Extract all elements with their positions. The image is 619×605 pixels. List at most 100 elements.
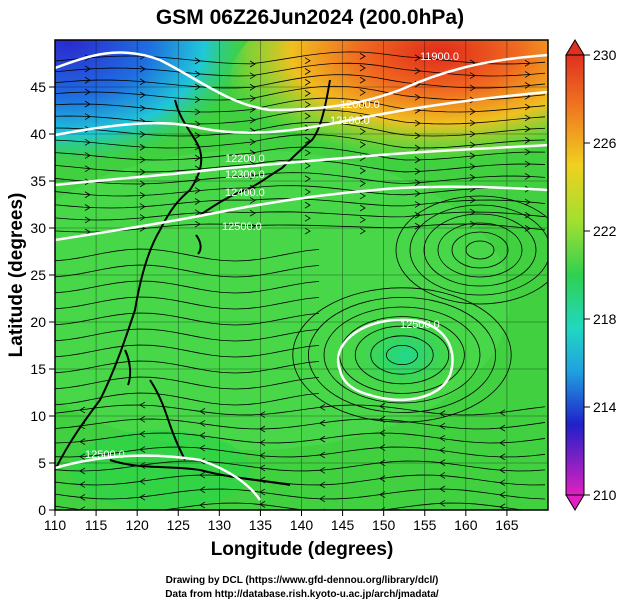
- wind-arrow: [199, 408, 206, 415]
- x-tick-label: 165: [495, 517, 519, 533]
- chart-title: GSM 06Z26Jun2024 (200.0hPa): [156, 6, 464, 29]
- streamline: [55, 211, 546, 221]
- wind-arrow: [414, 156, 421, 164]
- wind-arrow: [139, 401, 146, 409]
- wind-arrow: [379, 491, 386, 498]
- wind-arrow: [499, 479, 506, 487]
- wind-arrow: [359, 192, 366, 200]
- wind-arrow: [499, 424, 506, 432]
- colorbar: 230 226 222 218 214 210: [565, 39, 617, 511]
- y-tick-label: 15: [30, 361, 46, 377]
- wind-arrow: [469, 174, 476, 181]
- colorbar-tick-label: 214: [593, 399, 617, 415]
- wind-arrow: [304, 201, 311, 209]
- wind-arrow: [194, 154, 201, 162]
- wind-arrow: [524, 173, 531, 180]
- wind-arrow: [194, 70, 201, 78]
- x-tick-label: 135: [249, 517, 273, 533]
- streamline: [409, 204, 548, 296]
- wind-arrow: [194, 198, 201, 205]
- wind-arrow: [84, 152, 91, 159]
- wind-arrow: [139, 143, 146, 151]
- x-tick-label: 160: [454, 517, 478, 533]
- wind-arrow: [304, 227, 311, 235]
- wind-arrow: [414, 190, 421, 197]
- wind-arrow: [439, 459, 446, 466]
- streamline: [55, 159, 546, 173]
- x-tick-label: 145: [331, 517, 355, 533]
- streamline: [55, 109, 546, 125]
- wind-arrow: [499, 409, 506, 417]
- streamline: [55, 280, 320, 294]
- wind-arrow: [259, 464, 266, 472]
- wind-arrow: [359, 64, 366, 72]
- streamline: [451, 231, 509, 269]
- y-tick-label: 45: [30, 79, 46, 95]
- streamline: [55, 344, 320, 358]
- x-tick-label: 125: [167, 517, 191, 533]
- wind-arrow: [139, 203, 146, 210]
- y-tick-label: 20: [30, 314, 46, 330]
- streamline: [354, 325, 450, 385]
- wind-arrow: [499, 491, 506, 499]
- wind-arrow: [524, 125, 531, 133]
- wind-arrow: [439, 472, 446, 479]
- wind-arrow: [139, 214, 146, 221]
- wind-arrow: [414, 54, 421, 62]
- wind-arrow: [304, 57, 311, 65]
- wind-arrow: [194, 57, 201, 65]
- wind-arrow: [319, 435, 326, 443]
- wind-arrow: [359, 101, 366, 109]
- wind-arrow: [414, 93, 421, 101]
- y-tick-label: 5: [38, 455, 46, 471]
- wind-arrow: [79, 438, 86, 445]
- temperature-field: [55, 40, 548, 510]
- contour-labels: 11900.0 12000.0 12100.0 12200.0 12300.0 …: [85, 51, 459, 461]
- wind-arrow: [84, 113, 91, 120]
- wind-arrow: [259, 425, 266, 433]
- y-tick-label: 25: [30, 267, 46, 283]
- contour-label: 12100.0: [330, 115, 370, 127]
- wind-arrow: [139, 478, 146, 485]
- wind-arrow: [249, 60, 256, 68]
- wind-arrow: [79, 494, 86, 501]
- wind-arrow: [84, 165, 91, 173]
- wind-arrow: [414, 67, 421, 75]
- wind-arrow: [304, 79, 311, 86]
- streamline: [55, 404, 546, 416]
- y-tick-label: 0: [38, 502, 46, 518]
- wind-arrow: [439, 485, 446, 493]
- streamline: [55, 328, 320, 342]
- wind-arrow: [199, 432, 206, 439]
- streamline: [437, 222, 523, 278]
- wind-arrow: [524, 71, 531, 78]
- wind-arrow: [379, 475, 386, 482]
- wind-arrow: [469, 220, 476, 228]
- wind-arrow: [249, 83, 256, 91]
- wind-arrow: [139, 168, 146, 176]
- wind-arrow: [359, 204, 366, 212]
- colorbar-top-arrow: [565, 39, 585, 56]
- y-axis-ticks: 0 5 10 15 20 25 30 35 40 45: [30, 79, 55, 518]
- wind-arrow: [499, 439, 506, 447]
- wind-arrow: [199, 501, 206, 509]
- streamline: [55, 97, 546, 113]
- wind-arrow: [469, 141, 476, 149]
- wind-arrow: [319, 481, 326, 489]
- streamline: [55, 146, 546, 161]
- wind-arrow: [359, 141, 366, 148]
- wind-arrow: [499, 503, 506, 510]
- streamline: [55, 185, 546, 197]
- x-tick-label: 140: [290, 517, 314, 533]
- x-tick-label: 150: [372, 517, 396, 533]
- wind-arrow: [199, 444, 206, 452]
- wind-arrow: [499, 453, 506, 461]
- wind-arrow: [84, 65, 91, 73]
- streamline: [292, 287, 512, 423]
- wind-arrow: [249, 172, 256, 180]
- wind-arrow: [379, 507, 386, 510]
- y-tick-label: 30: [30, 220, 46, 236]
- wind-arrow: [249, 209, 256, 217]
- wind-arrow: [139, 446, 146, 453]
- wind-arrow: [84, 204, 91, 211]
